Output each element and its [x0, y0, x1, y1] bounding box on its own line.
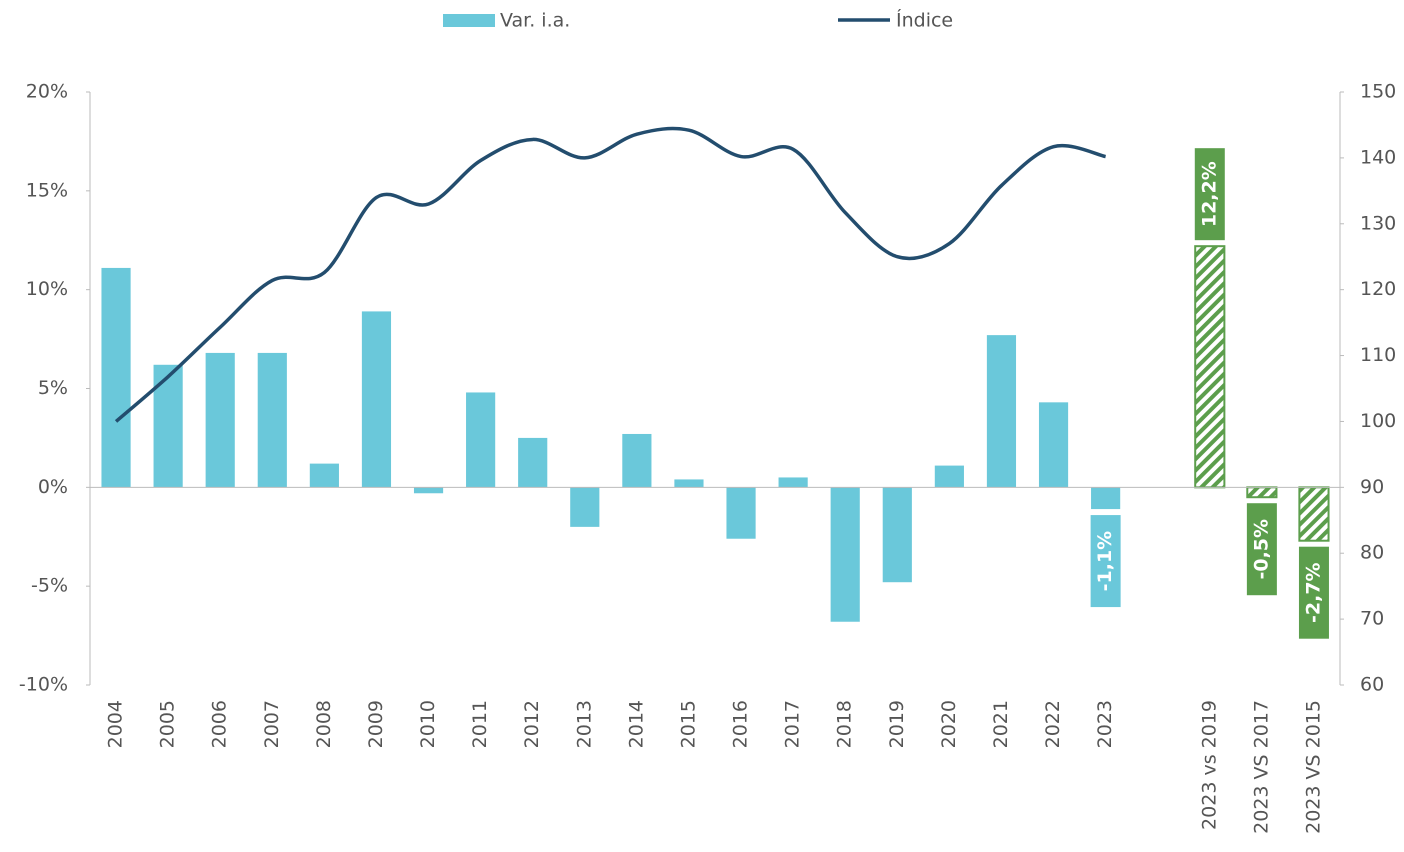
legend-label: Var. i.a. [500, 10, 570, 32]
x-tick-label: 2023 VS 2015 [1302, 700, 1324, 834]
y2-tick-label: 70 [1360, 608, 1384, 630]
x-tick-label: 2018 [834, 700, 856, 748]
bar [986, 335, 1017, 488]
y2-tick-label: 80 [1360, 542, 1384, 564]
x-tick-label: 2013 [573, 700, 595, 748]
x-tick-label: 2014 [625, 700, 647, 748]
index-line [114, 126, 1107, 423]
value-label-box [1246, 503, 1277, 596]
y-tick-label: -10% [19, 674, 68, 696]
x-tick-label: 2004 [105, 700, 127, 748]
bar [934, 465, 964, 488]
x-tick-label: 2019 [886, 700, 908, 748]
bar [257, 352, 287, 488]
bar [466, 392, 496, 488]
value-label: 12,2% [1198, 161, 1220, 227]
bar [622, 433, 652, 488]
value-label-box [1194, 148, 1225, 241]
x-tick-label: 2011 [469, 700, 491, 748]
y2-tick-label: 120 [1360, 278, 1396, 300]
y2-tick-label: 60 [1360, 674, 1384, 696]
y-tick-label: 15% [26, 179, 68, 201]
x-tick-label: 2012 [521, 700, 543, 748]
legend-swatch [443, 14, 495, 27]
bar [518, 437, 548, 488]
comparison-bar [1298, 486, 1330, 542]
x-tick-label: 2009 [365, 700, 387, 748]
bar [413, 487, 444, 494]
value-label-box [1090, 515, 1121, 608]
y2-tick-label: 90 [1360, 476, 1384, 498]
x-tick-label: 2007 [261, 700, 283, 748]
bar [153, 364, 183, 488]
value-label-box [1298, 546, 1329, 639]
comparison-bar [1246, 486, 1278, 499]
x-tick-label: 2016 [730, 700, 752, 748]
x-tick-label: 2008 [313, 700, 335, 748]
bar [882, 487, 912, 583]
x-tick-label: 2023 VS 2017 [1250, 700, 1272, 834]
x-tick-label: 2015 [677, 700, 699, 748]
bar [674, 479, 704, 488]
x-tick-label: 2022 [1042, 700, 1064, 748]
value-label: -0,5% [1250, 519, 1272, 580]
bar [830, 487, 860, 622]
bar [1038, 402, 1069, 488]
x-tick-label: 2023 [1094, 700, 1116, 748]
bar [778, 477, 808, 488]
bar [1091, 487, 1121, 510]
bar [361, 311, 392, 488]
x-tick-label: 2005 [157, 700, 179, 748]
x-tick-label: 2006 [209, 700, 231, 748]
y2-tick-label: 130 [1360, 212, 1396, 234]
bar [726, 487, 756, 539]
value-label: -1,1% [1094, 531, 1116, 592]
bar [101, 267, 131, 488]
y2-tick-label: 110 [1360, 344, 1396, 366]
x-tick-label: 2021 [990, 700, 1012, 748]
legend-label: Índice [896, 9, 953, 32]
bar [570, 487, 600, 527]
x-tick-label: 2023 vs 2019 [1198, 700, 1220, 830]
y-tick-label: 0% [38, 476, 68, 498]
y-tick-label: -5% [31, 575, 68, 597]
y2-tick-label: 100 [1360, 410, 1396, 432]
y-tick-label: 10% [26, 278, 68, 300]
bar [309, 463, 339, 488]
bar [205, 352, 235, 488]
x-tick-label: 2010 [417, 700, 439, 748]
y2-tick-label: 150 [1360, 81, 1396, 103]
y2-tick-label: 140 [1360, 146, 1396, 168]
y-tick-label: 5% [38, 377, 68, 399]
value-label: -2,7% [1302, 562, 1324, 623]
x-tick-label: 2017 [782, 700, 804, 748]
x-tick-label: 2020 [938, 700, 960, 748]
comparison-bar [1194, 245, 1226, 489]
y-tick-label: 20% [26, 81, 68, 103]
